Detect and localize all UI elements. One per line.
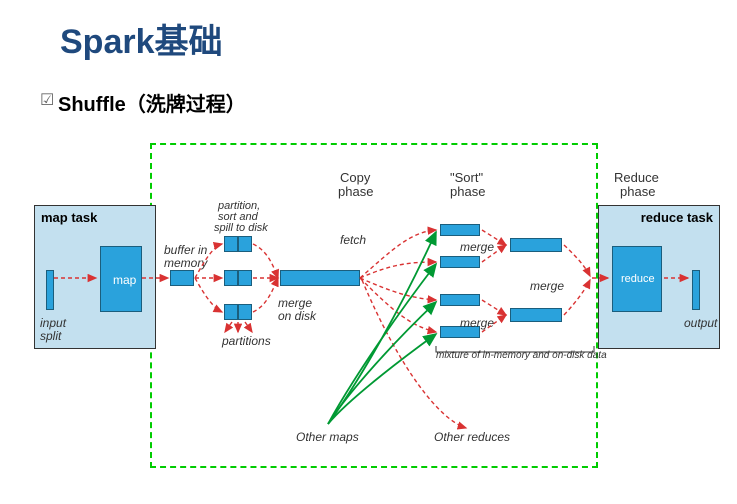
phase-label: Copy — [340, 170, 370, 185]
phase-label: "Sort" — [450, 170, 483, 185]
label-merge_disk-1: on disk — [278, 309, 316, 323]
box-spill1a — [224, 236, 238, 252]
label-buffer-0: buffer in — [164, 243, 207, 257]
label-input_split-1: split — [40, 329, 61, 343]
box-spill2a — [224, 270, 238, 286]
box-spill2b — [238, 270, 252, 286]
box-input_bar — [46, 270, 54, 310]
phase-label: Reduce — [614, 170, 659, 185]
phase-label: phase — [620, 184, 655, 199]
box-spill3a — [224, 304, 238, 320]
label-merge_disk-0: merge — [278, 296, 312, 310]
label-reduce_box: reduce — [621, 273, 655, 285]
map-task-header: map task — [41, 210, 97, 225]
reduce-task-header: reduce task — [641, 210, 713, 225]
label-merge_t: merge — [460, 240, 494, 254]
label-mixture: mixture of in-memory and on-disk data — [436, 350, 607, 361]
checkbox-icon: ☑ — [40, 90, 54, 110]
box-r_m2 — [510, 308, 562, 322]
label-fetch: fetch — [340, 233, 366, 247]
subtitle-text: Shuffle（洗牌过程） — [58, 88, 246, 117]
box-out_bar — [692, 270, 700, 310]
box-buffer — [170, 270, 194, 286]
label-input_split-0: input — [40, 316, 66, 330]
phase-label: phase — [338, 184, 373, 199]
box-spill1b — [238, 236, 252, 252]
label-other_maps: Other maps — [296, 430, 359, 444]
label-merge_m: merge — [530, 279, 564, 293]
box-spill3b — [238, 304, 252, 320]
label-other_red: Other reduces — [434, 430, 510, 444]
label-partition3: spill to disk — [214, 222, 268, 234]
label-buffer-1: memory — [164, 256, 207, 270]
label-map_box: map — [113, 273, 136, 287]
label-output: output — [684, 316, 717, 330]
box-r_in3 — [440, 294, 480, 306]
box-r_m1 — [510, 238, 562, 252]
box-r_in1 — [440, 224, 480, 236]
page-title: Spark基础 — [60, 14, 223, 63]
shuffle-region-frame — [150, 143, 598, 468]
label-merge_b: merge — [460, 316, 494, 330]
box-r_in2 — [440, 256, 480, 268]
box-merged — [280, 270, 360, 286]
label-partitions: partitions — [222, 334, 271, 348]
phase-label: phase — [450, 184, 485, 199]
